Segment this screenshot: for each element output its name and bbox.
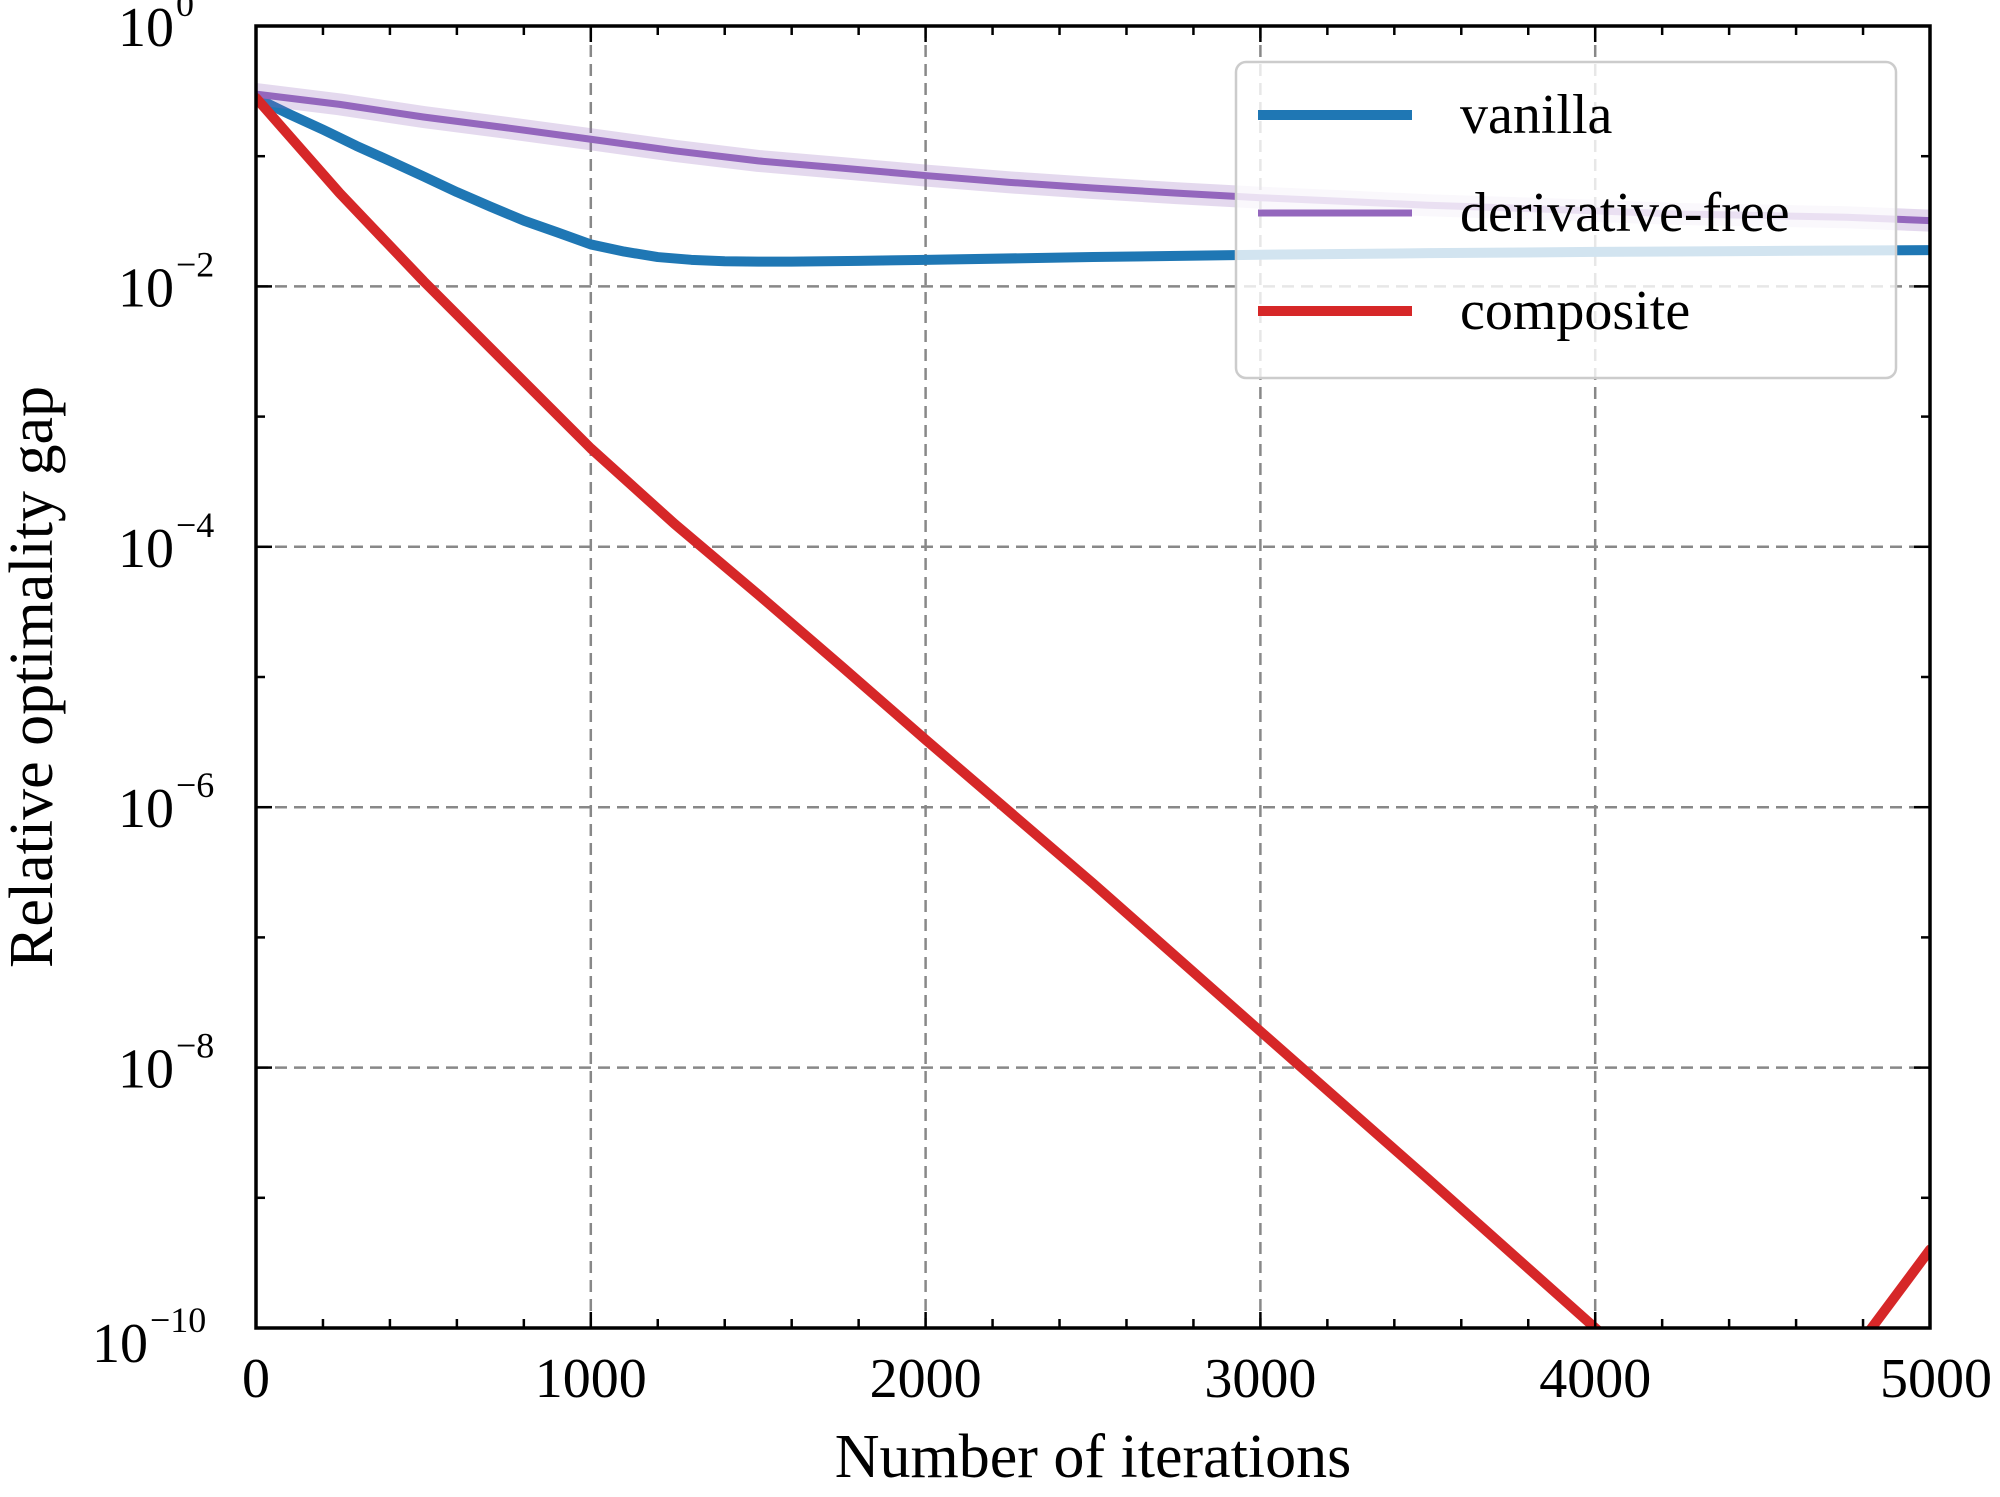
y-tick-exponent: −4 <box>176 505 214 545</box>
x-axis-label: Number of iterations <box>835 1423 1352 1491</box>
x-tick-label: 3000 <box>1204 1348 1316 1410</box>
y-tick-base: 10 <box>118 257 174 319</box>
x-tick-labels: 0 1000 2000 3000 4000 5000 <box>242 1348 1992 1410</box>
y-tick-label: 10 −8 <box>118 1026 214 1101</box>
y-tick-label: 10 −10 <box>92 1300 206 1375</box>
legend-entry-composite: composite <box>1258 280 1690 342</box>
y-tick-exponent: 0 <box>176 0 194 24</box>
legend-label: derivative-free <box>1460 182 1790 244</box>
y-axis-label: Relative optimality gap <box>0 386 66 968</box>
legend-entry-derivative-free: derivative-free <box>1258 182 1790 244</box>
y-tick-exponent: −8 <box>176 1026 214 1066</box>
y-tick-label: 10 −4 <box>118 505 214 580</box>
legend-entry-vanilla: vanilla <box>1258 84 1613 146</box>
y-tick-exponent: −10 <box>150 1300 206 1340</box>
y-tick-label: 10 −6 <box>118 765 214 840</box>
y-tick-exponent: −2 <box>176 244 214 284</box>
legend-label: vanilla <box>1460 84 1613 146</box>
legend-box <box>1234 60 1898 380</box>
y-tick-base: 10 <box>118 1039 174 1101</box>
x-tick-label: 4000 <box>1539 1348 1651 1410</box>
y-tick-label: 10 0 <box>118 0 194 59</box>
tick-marks <box>254 24 1932 1330</box>
legend-label: composite <box>1460 280 1690 342</box>
x-tick-label: 0 <box>242 1348 270 1410</box>
y-tick-base: 10 <box>92 1313 148 1375</box>
series-line-vanilla <box>256 92 1930 267</box>
y-tick-label: 10 −2 <box>118 244 214 319</box>
x-tick-label: 1000 <box>535 1348 647 1410</box>
x-tick-label: 2000 <box>870 1348 982 1410</box>
x-tick-label: 5000 <box>1880 1348 1992 1410</box>
y-tick-base: 10 <box>118 778 174 840</box>
y-tick-exponent: −6 <box>176 765 214 805</box>
y-tick-base: 10 <box>118 518 174 580</box>
series-line-composite <box>256 92 1930 1328</box>
y-tick-base: 10 <box>118 0 174 59</box>
legend: vanilla derivative-free composite <box>1234 60 1898 380</box>
